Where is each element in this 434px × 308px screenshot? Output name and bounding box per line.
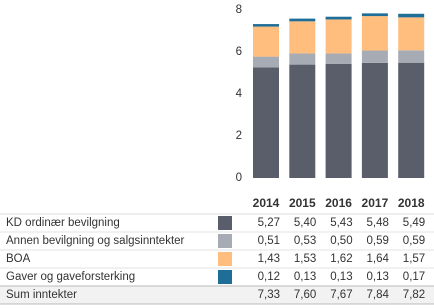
- bar-segment: [398, 62, 425, 178]
- y-tick-label: 6: [236, 46, 242, 58]
- row-label: BOA: [6, 253, 31, 265]
- bar-segment: [289, 64, 316, 178]
- y-tick-label: 2: [236, 130, 242, 142]
- bar-segment: [361, 62, 388, 178]
- row-label: Sum inntekter: [6, 289, 77, 301]
- cell-value: 5,43: [330, 217, 352, 229]
- row-label: Annen bevilgning og salgsinntekter: [6, 235, 185, 247]
- bar-segment: [361, 13, 388, 17]
- bar-segment: [398, 50, 425, 63]
- legend-swatch: [218, 270, 232, 284]
- cell-value: 7,84: [367, 289, 390, 301]
- bar-segment: [289, 18, 316, 22]
- y-tick-label: 0: [236, 172, 242, 184]
- cell-value: 5,27: [258, 217, 280, 229]
- x-tick-label: 2014: [253, 196, 280, 210]
- bar-segment: [325, 53, 352, 64]
- cell-value: 0,17: [403, 271, 425, 283]
- cell-value: 7,60: [294, 289, 316, 301]
- cell-value: 0,13: [367, 271, 389, 283]
- cell-value: 7,67: [330, 289, 352, 301]
- cell-value: 0,51: [258, 235, 280, 247]
- cell-value: 0,13: [330, 271, 352, 283]
- x-tick-label: 2017: [362, 196, 389, 210]
- cell-value: 0,59: [367, 235, 389, 247]
- row-label: Gaver og gaveforsterking: [6, 271, 135, 283]
- y-tick-label: 4: [236, 88, 243, 100]
- cell-value: 1,43: [258, 253, 280, 265]
- bar-segment: [289, 53, 316, 65]
- cell-value: 1,57: [403, 253, 425, 265]
- bar-segment: [398, 13, 425, 18]
- cell-value: 1,53: [294, 253, 316, 265]
- cell-value: 0,53: [294, 235, 316, 247]
- x-tick-label: 2018: [398, 196, 425, 210]
- cell-value: 1,62: [330, 253, 352, 265]
- cell-value: 0,13: [294, 271, 316, 283]
- bar-segment: [325, 16, 352, 20]
- bar-segment: [361, 50, 388, 63]
- cell-value: 5,48: [367, 217, 389, 229]
- legend-swatch: [218, 234, 232, 248]
- row-label: KD ordinær bevilgning: [6, 217, 120, 229]
- bar-segment: [253, 26, 279, 57]
- bar-segment: [253, 56, 279, 68]
- bar-segment: [253, 24, 279, 27]
- cell-value: 7,82: [403, 289, 425, 301]
- cell-value: 1,64: [367, 253, 390, 265]
- bar-segment: [289, 21, 316, 54]
- cell-value: 0,59: [403, 235, 425, 247]
- x-tick-label: 2016: [325, 196, 352, 210]
- y-tick-label: 8: [236, 4, 242, 16]
- cell-value: 0,50: [330, 235, 352, 247]
- cell-value: 0,12: [258, 271, 280, 283]
- cell-value: 5,40: [294, 217, 316, 229]
- bar-segment: [361, 16, 388, 51]
- legend-swatch: [218, 216, 232, 230]
- total-row-bg: [0, 286, 434, 304]
- legend-swatch: [218, 252, 232, 266]
- x-tick-label: 2015: [289, 196, 316, 210]
- cell-value: 5,49: [403, 217, 425, 229]
- bar-segment: [253, 67, 279, 178]
- bar-segment: [325, 19, 352, 54]
- cell-value: 7,33: [258, 289, 280, 301]
- bar-segment: [325, 63, 352, 178]
- bar-segment: [398, 17, 425, 51]
